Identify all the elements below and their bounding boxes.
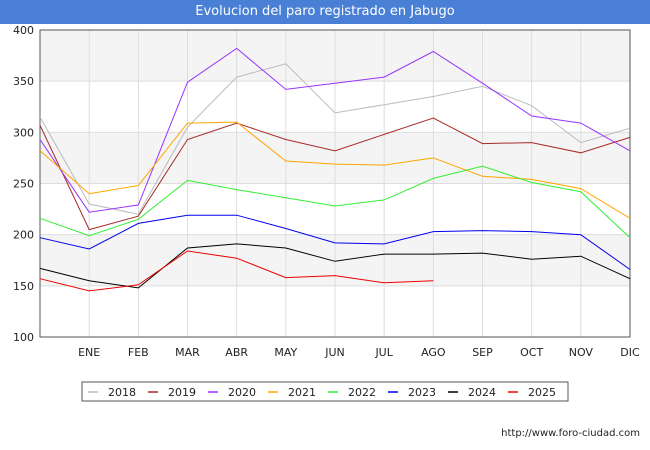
- x-tick-label: JUL: [374, 346, 393, 359]
- legend-label-2024: 2024: [468, 386, 496, 399]
- series-line-2023: [39, 214, 631, 270]
- legend-label-2018: 2018: [108, 386, 136, 399]
- y-tick-label: 300: [13, 126, 34, 139]
- series-line-2022: [39, 165, 631, 239]
- x-axis-ticks: ENE FEB MAR ABR MAY JUN JUL AGO SEP OCT NOV DIC: [78, 346, 640, 359]
- x-tick-label: ABR: [225, 346, 248, 359]
- x-tick-label: NOV: [569, 346, 594, 359]
- x-tick-label: ENE: [78, 346, 100, 359]
- plot-frame: [39, 29, 631, 338]
- y-tick-label: 250: [13, 178, 34, 191]
- chart-title: Evolucion del paro registrado en Jabugo: [0, 0, 650, 24]
- series-line-2024: [39, 243, 631, 289]
- legend-box: [81, 381, 569, 402]
- series-line-2019: [39, 117, 631, 231]
- legend-label-2020: 2020: [228, 386, 256, 399]
- series-line-2018: [39, 63, 631, 215]
- y-axis-ticks: 100 150 200 250 300 350 400: [13, 24, 34, 344]
- series-line-2025: [39, 250, 434, 292]
- x-tick-label: OCT: [520, 346, 543, 359]
- legend-label-2023: 2023: [408, 386, 436, 399]
- source-url: http://www.foro-ciudad.com: [501, 428, 640, 439]
- series-lines: [39, 47, 631, 292]
- x-tick-label: MAY: [274, 346, 297, 359]
- x-tick-label: DIC: [620, 346, 640, 359]
- x-tick-label: SEP: [472, 346, 493, 359]
- y-tick-label: 100: [13, 331, 34, 344]
- x-tick-label: MAR: [175, 346, 200, 359]
- x-tick-label: AGO: [421, 346, 446, 359]
- y-tick-label: 350: [13, 75, 34, 88]
- legend-label-2021: 2021: [288, 386, 316, 399]
- series-line-2020: [39, 47, 631, 213]
- y-tick-label: 150: [13, 280, 34, 293]
- legend-label-2019: 2019: [168, 386, 196, 399]
- legend-label-2025: 2025: [528, 386, 556, 399]
- x-tick-label: JUN: [324, 346, 345, 359]
- legend-label-2022: 2022: [348, 386, 376, 399]
- x-tick-label: FEB: [128, 346, 149, 359]
- series-line-2021: [39, 121, 631, 219]
- y-tick-label: 200: [13, 229, 34, 242]
- y-tick-label: 400: [13, 24, 34, 37]
- legend: 2018 2019 2020 2021 2022 2023 2024 2025: [81, 381, 569, 402]
